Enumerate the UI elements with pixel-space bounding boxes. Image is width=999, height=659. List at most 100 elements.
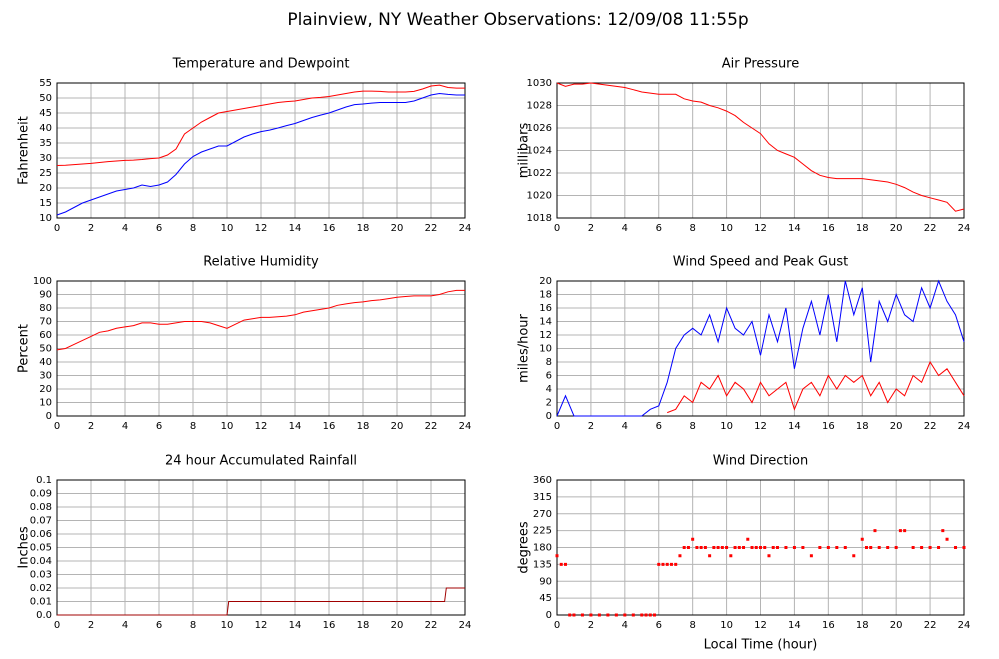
x-tick-label: 16 — [822, 223, 835, 234]
y-tick-label: 12 — [539, 330, 552, 341]
x-tick-label: 24 — [958, 620, 971, 631]
series-line — [56, 84, 465, 166]
x-tick-label: 2 — [588, 421, 594, 432]
y-tick-label: 0.06 — [30, 529, 52, 540]
y-tick-label: 10 — [39, 398, 52, 409]
point — [733, 546, 737, 549]
series-line — [56, 92, 465, 216]
y-tick-label: 4 — [546, 384, 552, 395]
point — [572, 613, 576, 617]
point — [682, 546, 686, 549]
series-line — [556, 279, 965, 417]
x-tick-label: 2 — [88, 223, 94, 234]
y-tick-label: 1030 — [527, 78, 552, 89]
point — [631, 613, 635, 617]
x-tick-label: 6 — [656, 620, 662, 631]
x-tick-label: 10 — [720, 421, 733, 432]
point — [589, 613, 593, 617]
point — [809, 554, 813, 558]
point — [661, 562, 665, 566]
x-tick-label: 14 — [289, 620, 302, 631]
x-tick-label: 8 — [190, 421, 196, 432]
point — [640, 613, 644, 617]
plot-frame — [56, 82, 466, 219]
y-tick-label: 55 — [39, 78, 52, 89]
x-tick-label: 8 — [190, 620, 196, 631]
panel-title: Air Pressure — [722, 57, 800, 72]
point — [699, 546, 703, 549]
y-tick-label: 30 — [39, 371, 52, 382]
point — [729, 554, 733, 558]
y-tick-label: 10 — [539, 344, 552, 355]
x-tick-label: 10 — [221, 421, 234, 432]
x-tick-label: 2 — [88, 421, 94, 432]
x-tick-label: 0 — [54, 620, 60, 631]
x-tick-label: 6 — [156, 421, 162, 432]
panel: Wind Direction degrees Local Time (hour) 0 2… — [517, 454, 971, 653]
point — [678, 554, 682, 558]
point — [563, 562, 567, 566]
point — [648, 613, 652, 617]
y-tick-label: 50 — [39, 93, 52, 104]
x-tick-label: 16 — [822, 620, 835, 631]
y-axis-label: Percent — [17, 324, 32, 373]
series-line — [56, 289, 465, 351]
x-tick-label: 14 — [289, 421, 302, 432]
point — [555, 554, 559, 558]
point — [559, 562, 563, 566]
point — [864, 546, 868, 549]
x-tick-label: 18 — [357, 620, 370, 631]
x-tick-label: 4 — [122, 223, 128, 234]
y-tick-label: 20 — [39, 183, 52, 194]
x-tick-label: 18 — [357, 421, 370, 432]
y-tick-label: 25 — [39, 168, 52, 179]
x-tick-label: 8 — [689, 223, 695, 234]
x-tick-label: 20 — [890, 421, 903, 432]
y-tick-label: 80 — [39, 303, 52, 314]
y-tick-label: 70 — [39, 317, 52, 328]
point — [691, 537, 695, 541]
point — [737, 546, 741, 549]
x-tick-label: 22 — [425, 421, 438, 432]
panel-title: 24 hour Accumulated Rainfall — [165, 454, 357, 469]
point — [826, 546, 830, 549]
y-tick-label: 100 — [33, 276, 52, 287]
series-line — [556, 82, 965, 212]
point — [962, 546, 966, 549]
y-tick-label: 1026 — [527, 123, 552, 134]
x-tick-label: 12 — [255, 620, 268, 631]
point — [614, 613, 618, 617]
point — [911, 546, 915, 549]
panel-title: Wind Speed and Peak Gust — [673, 255, 848, 270]
x-tick-label: 22 — [425, 620, 438, 631]
x-tick-label: 22 — [924, 421, 937, 432]
x-tick-label: 8 — [689, 620, 695, 631]
y-axis-label: millibars — [517, 123, 532, 179]
y-tick-label: 8 — [546, 357, 552, 368]
point — [657, 562, 661, 566]
point — [644, 613, 648, 617]
x-tick-label: 4 — [622, 223, 628, 234]
y-tick-label: 18 — [539, 290, 552, 301]
x-tick-label: 0 — [54, 421, 60, 432]
point — [784, 546, 788, 549]
x-tick-label: 24 — [459, 223, 472, 234]
point — [941, 529, 945, 533]
point — [669, 562, 673, 566]
y-tick-label: 0 — [46, 411, 52, 422]
point — [695, 546, 699, 549]
x-tick-label: 20 — [391, 620, 404, 631]
y-tick-label: 0 — [546, 610, 552, 621]
y-tick-label: 10 — [39, 213, 52, 224]
y-tick-label: 0.04 — [30, 556, 52, 567]
point — [792, 546, 796, 549]
x-tick-label: 12 — [754, 223, 767, 234]
point — [759, 546, 762, 549]
x-tick-label: 12 — [255, 223, 268, 234]
x-tick-label: 20 — [890, 620, 903, 631]
y-tick-label: 16 — [539, 303, 552, 314]
point — [686, 546, 690, 549]
y-axis-label: Fahrenheit — [17, 116, 32, 185]
y-axis-label: Inches — [17, 526, 32, 568]
